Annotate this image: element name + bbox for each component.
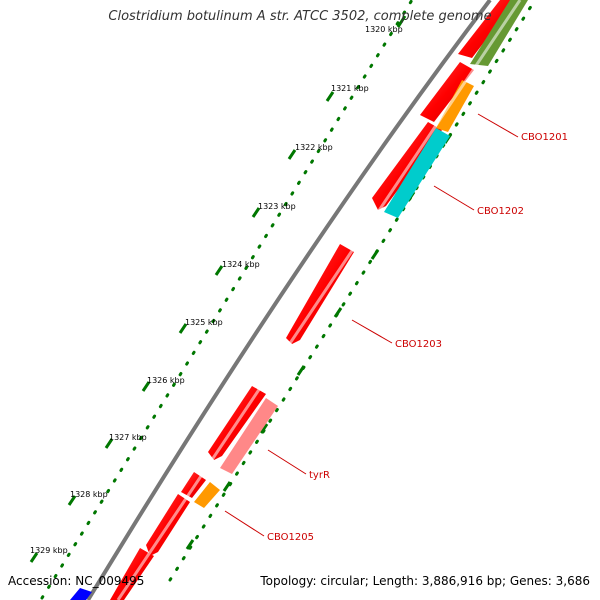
genome-backbone (86, 0, 492, 600)
tick-label: 1325 kbp (185, 318, 223, 327)
label-leaders (224, 113, 519, 537)
summary-label: Topology: circular; Length: 3,886,916 bp… (260, 574, 590, 588)
highlight-band (116, 0, 522, 600)
tick-label: 1329 kbp (30, 546, 68, 555)
accession-label: Accession: NC_009495 (8, 574, 145, 588)
gene-label-cbo1202: CBO1202 (477, 206, 524, 217)
tick-label: 1322 kbp (295, 143, 333, 152)
tick-label: 1324 kbp (222, 260, 260, 269)
tick-labels: 1320 kbp 1321 kbp 1322 kbp 1323 kbp 1324… (30, 25, 403, 555)
gene-orange (194, 482, 220, 508)
gene-label-cbo1203: CBO1203 (395, 339, 442, 350)
gene-label-tyrr: tyrR (309, 470, 330, 481)
tick-label: 1328 kbp (70, 490, 108, 499)
forward-strand-genes[interactable] (110, 0, 516, 600)
tick-label: 1326 kbp (147, 376, 185, 385)
gene-label-cbo1205: CBO1205 (267, 532, 314, 543)
gene-arrow (286, 244, 354, 344)
tick-label: 1323 kbp (258, 202, 296, 211)
tick-marks (29, 15, 407, 563)
outer-dotted-track (40, 0, 414, 600)
map-title: Clostridium botulinum A str. ATCC 3502, … (108, 9, 492, 24)
tick-label: 1327 kbp (109, 433, 147, 442)
tick-label: 1320 kbp (365, 25, 403, 34)
gene-pink (220, 398, 278, 474)
tick-label: 1321 kbp (331, 84, 369, 93)
gene-labels[interactable]: CBO1201 CBO1202 CBO1203 tyrR CBO1205 (267, 132, 568, 543)
gene-orange (436, 80, 474, 132)
gene-arrow (420, 62, 474, 122)
gene-cyan (384, 128, 450, 218)
gene-blue (70, 588, 92, 600)
gene-label-cbo1201: CBO1201 (521, 132, 568, 143)
